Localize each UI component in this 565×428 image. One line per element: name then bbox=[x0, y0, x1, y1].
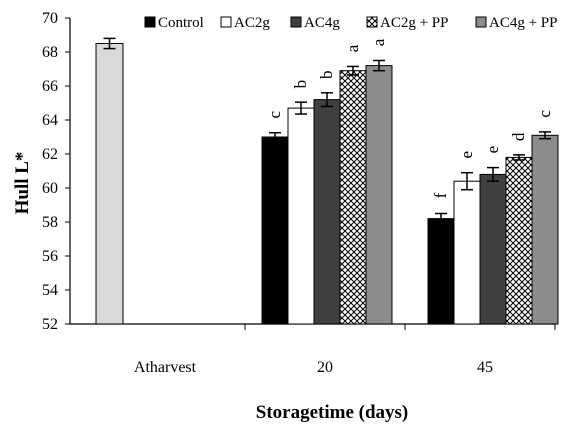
legend-swatch bbox=[475, 16, 487, 28]
significance-letter: f bbox=[431, 192, 450, 198]
legend: Control AC2g AC4g AC2g + PP AC4g + PP bbox=[144, 15, 557, 31]
y-tick-label: 54 bbox=[42, 282, 58, 299]
bar-ac4g-45 bbox=[479, 173, 507, 325]
significance-letter: d bbox=[509, 132, 528, 141]
legend-swatch bbox=[290, 16, 302, 28]
x-axis-categories: Atharvest 20 45 bbox=[134, 359, 493, 376]
y-tick-label: 62 bbox=[42, 146, 58, 163]
y-tick-label: 70 bbox=[42, 10, 58, 27]
significance-letter: b bbox=[291, 80, 310, 89]
x-axis-label: Storagetime (days) bbox=[256, 402, 409, 423]
legend-swatch bbox=[366, 16, 378, 28]
significance-letter: c bbox=[265, 111, 284, 119]
bar-ac4g-pp-45 bbox=[531, 134, 559, 325]
y-tick-label: 52 bbox=[42, 316, 58, 333]
y-tick-label: 66 bbox=[42, 78, 58, 95]
x-category-label: 20 bbox=[317, 359, 333, 376]
x-category-label: 45 bbox=[477, 359, 493, 376]
significance-letter: e bbox=[457, 151, 476, 159]
significance-letter: a bbox=[343, 44, 362, 52]
legend-label: AC4g + PP bbox=[489, 15, 557, 31]
y-axis-label: Hull L* bbox=[12, 152, 33, 215]
legend-label: Control bbox=[158, 15, 204, 31]
bar-ac2g-20 bbox=[287, 107, 315, 325]
legend-swatch bbox=[144, 16, 156, 28]
legend-label: AC2g + PP bbox=[380, 15, 448, 31]
bar-control-45 bbox=[427, 218, 455, 325]
y-tick-label: 68 bbox=[42, 44, 58, 61]
y-tick-label: 64 bbox=[42, 112, 58, 129]
significance-letter: b bbox=[317, 71, 336, 80]
bar-control-20 bbox=[261, 136, 289, 325]
bar-ac2g-pp-20 bbox=[339, 70, 367, 325]
y-tick-label: 56 bbox=[42, 248, 58, 265]
harvest-bar bbox=[95, 43, 124, 325]
bar-ac2g-45 bbox=[453, 180, 481, 325]
significance-letter: c bbox=[535, 110, 554, 118]
bar-ac4g-pp-20 bbox=[365, 65, 393, 325]
significance-letter: a bbox=[369, 38, 388, 46]
y-tick-label: 58 bbox=[42, 214, 58, 231]
legend-swatch bbox=[220, 16, 232, 28]
legend-label: AC2g bbox=[234, 15, 270, 31]
significance-letter: e bbox=[483, 146, 502, 154]
y-tick-label: 60 bbox=[42, 180, 58, 197]
legend-label: AC4g bbox=[304, 15, 340, 31]
bar-ac2g-pp-45 bbox=[505, 156, 533, 325]
bar-ac4g-20 bbox=[313, 99, 341, 325]
y-axis-ticks: 52 54 56 58 60 62 64 66 68 70 bbox=[42, 10, 70, 333]
x-category-label: Atharvest bbox=[134, 359, 197, 376]
